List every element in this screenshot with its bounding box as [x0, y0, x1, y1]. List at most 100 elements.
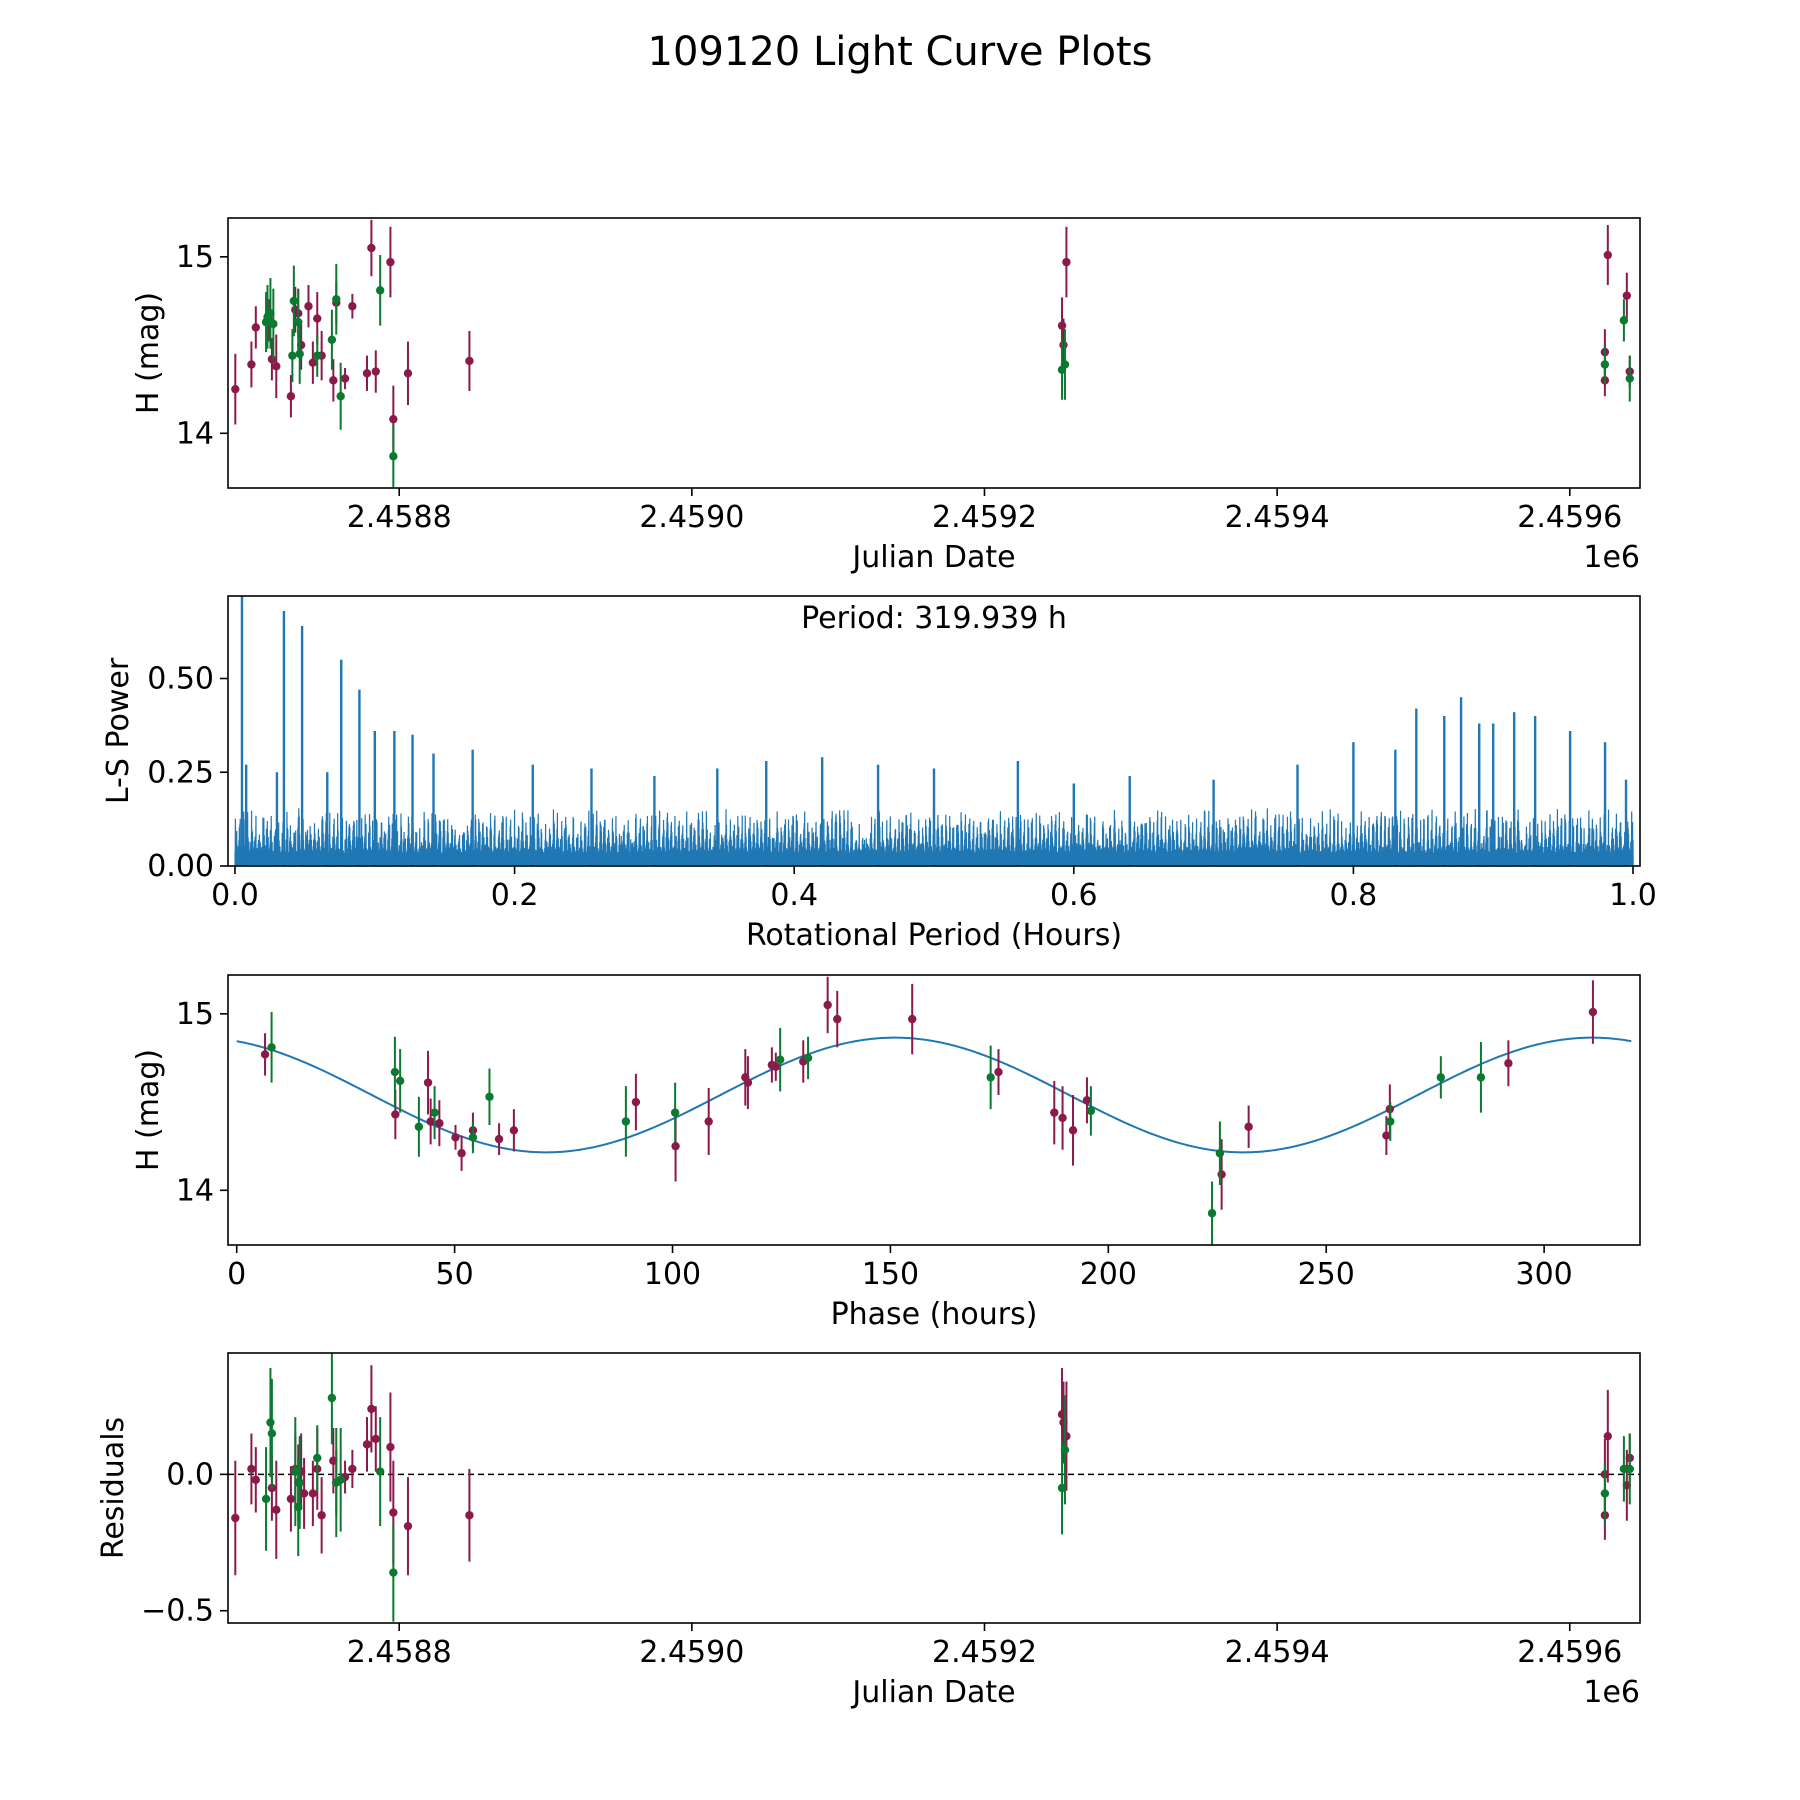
residuals-x-tick-label: 2.4596 — [1517, 1635, 1622, 1670]
phase-secondary-point — [1215, 1149, 1225, 1158]
phase-primary-point — [423, 1078, 433, 1087]
lightcurve-secondary-point — [295, 349, 304, 359]
lightcurve-primary-point — [247, 360, 256, 369]
phase-x-tick-label: 250 — [1298, 1257, 1355, 1292]
phase-x-tick-label: 50 — [436, 1257, 474, 1292]
residuals-secondary-point — [1600, 1489, 1610, 1498]
lightcurve-secondary-point — [1619, 316, 1629, 325]
phase-primary-point — [908, 1014, 917, 1024]
phase-primary-point — [426, 1117, 435, 1126]
phase-primary-point — [671, 1141, 680, 1151]
periodogram-x-tick-label: 0.0 — [211, 878, 259, 913]
phase-secondary-point — [390, 1067, 400, 1077]
periodogram-plot-area — [234, 596, 1634, 866]
periodogram-x-tick-label: 0.8 — [1330, 878, 1378, 913]
lightcurve-primary-point — [329, 376, 338, 385]
phase-frame — [227, 974, 1641, 1246]
periodogram-y-tick-label: 0.00 — [147, 849, 214, 884]
phase-primary-point — [1050, 1108, 1059, 1117]
lightcurve-plot-area — [231, 219, 1634, 488]
phase-primary-point — [451, 1133, 460, 1142]
residuals-panel: 2.4588 2.4590 2.4592 2.4594 2.4596 −0.5 0.0 Jul… — [96, 1352, 1641, 1710]
periodogram-x-axis-label: Rotational Period (Hours) — [746, 918, 1122, 953]
residuals-secondary-point — [295, 1478, 304, 1487]
residuals-y-tick-label: 0.0 — [166, 1457, 214, 1492]
phase-primary-point — [509, 1126, 519, 1135]
lightcurve-y-axis-label: H (mag) — [131, 292, 166, 414]
residuals-primary-point — [251, 1475, 261, 1485]
residuals-primary-point — [371, 1434, 380, 1444]
phase-plot-area — [236, 976, 1632, 1245]
phase-primary-point — [1082, 1096, 1092, 1105]
lightcurve-x-tick-label: 2.4592 — [932, 500, 1037, 535]
lightcurve-secondary-point — [288, 351, 297, 360]
residuals-secondary-point — [327, 1393, 337, 1403]
residuals-secondary-point — [336, 1475, 345, 1485]
residuals-secondary-point — [267, 1429, 277, 1438]
residuals-secondary-point — [261, 1494, 271, 1504]
phase-secondary-point — [430, 1108, 439, 1117]
phase-x-axis-label: Phase (hours) — [831, 1297, 1038, 1332]
residuals-primary-point — [272, 1505, 281, 1515]
lightcurve-secondary-point — [1625, 374, 1634, 383]
periodogram-y-axis-label: L-S Power — [101, 657, 136, 804]
phase-secondary-point — [485, 1092, 494, 1101]
residuals-secondary-point — [375, 1467, 385, 1476]
phase-primary-point — [833, 1014, 842, 1024]
lightcurve-primary-point — [231, 384, 240, 394]
lightcurve-secondary-point — [332, 294, 341, 304]
phase-primary-point — [260, 1050, 270, 1059]
residuals-primary-point — [403, 1521, 413, 1531]
residuals-y-tick-label: −0.5 — [141, 1594, 214, 1629]
residuals-primary-point — [308, 1489, 318, 1498]
residuals-secondary-point — [266, 1418, 275, 1427]
periodogram-panel: 0.0 0.2 0.4 0.6 0.8 1.0 0.00 0.25 0.50 Rotational… — [101, 595, 1657, 953]
lightcurve-secondary-point — [1600, 360, 1610, 369]
residuals-x-axis-label: Julian Date — [850, 1675, 1015, 1710]
residuals-x-tick-label: 2.4592 — [932, 1635, 1037, 1670]
phase-primary-point — [1068, 1126, 1078, 1135]
lightcurve-primary-point — [304, 302, 313, 311]
periodogram-y-tick-label: 0.25 — [147, 755, 214, 790]
period-annotation: Period: 319.939 h — [801, 601, 1067, 636]
residuals-primary-point — [299, 1489, 309, 1498]
phase-primary-point — [1217, 1170, 1226, 1179]
phase-secondary-point — [395, 1076, 405, 1086]
phase-primary-point — [1382, 1131, 1391, 1140]
residuals-primary-point — [362, 1440, 372, 1449]
residuals-secondary-point — [389, 1568, 398, 1577]
residuals-primary-point — [317, 1511, 326, 1520]
lightcurve-x-axis-label: Julian Date — [850, 540, 1015, 575]
phase-secondary-point — [775, 1055, 785, 1064]
phase-primary-point — [1244, 1122, 1253, 1131]
phase-primary-point — [1504, 1059, 1513, 1068]
figure-title: 109120 Light Curve Plots — [648, 29, 1153, 75]
lightcurve-x-tick-label: 2.4596 — [1517, 500, 1622, 535]
lightcurve-secondary-point — [313, 351, 322, 360]
lightcurve-primary-point — [1057, 321, 1067, 330]
periodogram-x-tick-label: 1.0 — [1609, 878, 1657, 913]
residuals-secondary-point — [294, 1502, 303, 1512]
phase-primary-point — [457, 1149, 466, 1158]
phase-primary-point — [631, 1097, 641, 1107]
lightcurve-secondary-point — [389, 452, 398, 461]
lightcurve-secondary-point — [289, 296, 299, 306]
lightcurve-y-tick-label: 14 — [176, 416, 214, 451]
residuals-x-tick-label: 2.4588 — [347, 1635, 452, 1670]
residuals-primary-point — [465, 1511, 474, 1520]
lightcurve-primary-point — [1062, 257, 1071, 267]
lightcurve-primary-point — [367, 243, 376, 253]
periodogram-x-tick-label: 0.2 — [491, 878, 539, 913]
phase-secondary-point — [1436, 1073, 1446, 1082]
residuals-secondary-point — [1060, 1445, 1070, 1455]
periodogram-y-tick-label: 0.50 — [147, 662, 214, 697]
phase-y-tick-label: 14 — [176, 1173, 214, 1208]
phase-secondary-point — [1476, 1073, 1486, 1082]
lightcurve-x-offset-label: 1e6 — [1583, 540, 1640, 575]
phase-secondary-point — [267, 1043, 276, 1052]
lightcurve-x-tick-label: 2.4594 — [1225, 500, 1330, 535]
residuals-secondary-point — [1619, 1464, 1629, 1474]
lightcurve-primary-point — [362, 369, 372, 378]
phase-primary-point — [743, 1078, 753, 1087]
lightcurve-primary-point — [340, 374, 350, 383]
